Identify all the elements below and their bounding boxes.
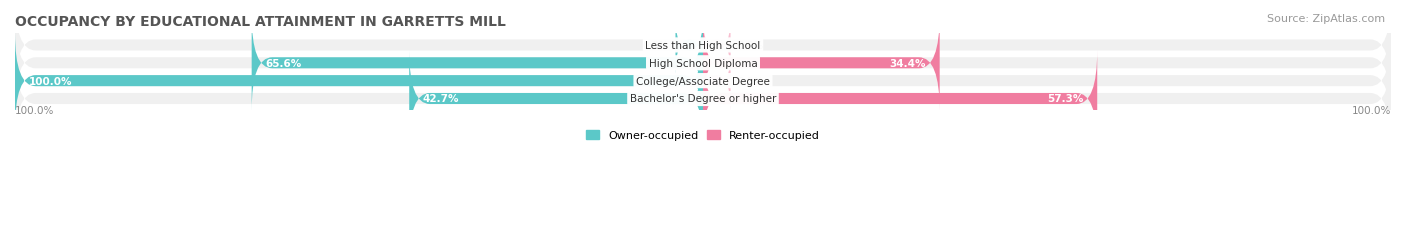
Text: 100.0%: 100.0%	[1351, 105, 1391, 115]
FancyBboxPatch shape	[703, 51, 1097, 147]
Text: 65.6%: 65.6%	[266, 58, 302, 69]
Text: High School Diploma: High School Diploma	[648, 58, 758, 69]
Text: 0.0%: 0.0%	[737, 41, 763, 51]
Text: 42.7%: 42.7%	[423, 94, 460, 104]
Text: 100.0%: 100.0%	[28, 76, 72, 86]
FancyBboxPatch shape	[703, 16, 939, 111]
FancyBboxPatch shape	[675, 16, 703, 76]
Text: Bachelor's Degree or higher: Bachelor's Degree or higher	[630, 94, 776, 104]
Text: Less than High School: Less than High School	[645, 41, 761, 51]
FancyBboxPatch shape	[15, 16, 1391, 111]
FancyBboxPatch shape	[409, 51, 703, 147]
FancyBboxPatch shape	[15, 51, 1391, 147]
Text: 0.0%: 0.0%	[643, 41, 669, 51]
Legend: Owner-occupied, Renter-occupied: Owner-occupied, Renter-occupied	[581, 126, 825, 145]
Text: OCCUPANCY BY EDUCATIONAL ATTAINMENT IN GARRETTS MILL: OCCUPANCY BY EDUCATIONAL ATTAINMENT IN G…	[15, 15, 506, 29]
Text: 34.4%: 34.4%	[890, 58, 927, 69]
Text: College/Associate Degree: College/Associate Degree	[636, 76, 770, 86]
Text: 57.3%: 57.3%	[1047, 94, 1084, 104]
Text: 100.0%: 100.0%	[15, 105, 55, 115]
FancyBboxPatch shape	[703, 51, 731, 111]
Text: 0.0%: 0.0%	[737, 76, 763, 86]
FancyBboxPatch shape	[15, 33, 1391, 129]
FancyBboxPatch shape	[15, 33, 703, 129]
Text: Source: ZipAtlas.com: Source: ZipAtlas.com	[1267, 14, 1385, 24]
FancyBboxPatch shape	[252, 16, 703, 111]
FancyBboxPatch shape	[703, 16, 731, 76]
FancyBboxPatch shape	[15, 0, 1391, 94]
